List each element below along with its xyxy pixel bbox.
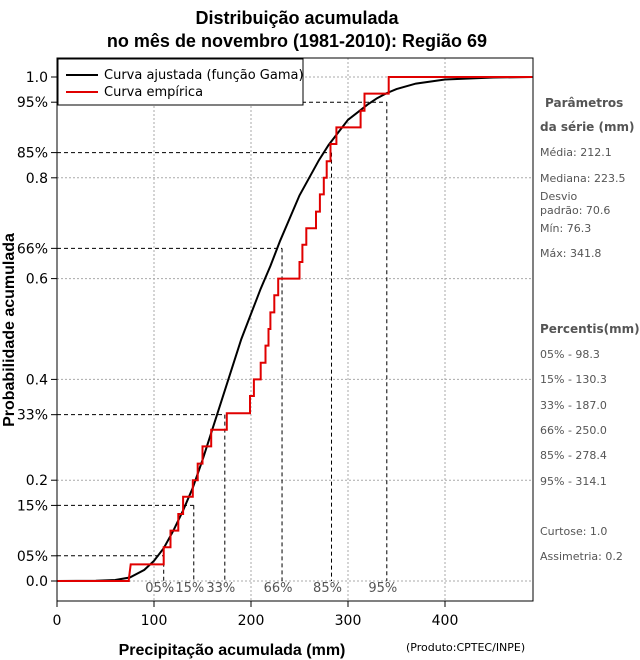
y-tick-label: 1.0 xyxy=(26,70,48,86)
percentis-heading: Percentis(mm) xyxy=(540,322,640,336)
y-percentile-label: 85% xyxy=(17,146,48,162)
x-percentile-label: 66% xyxy=(264,581,293,596)
y-tick-label: 0.0 xyxy=(26,574,48,590)
legend-label-fitted: Curva ajustada (função Gama) xyxy=(104,68,304,83)
x-percentile-label: 95% xyxy=(368,581,397,596)
x-tick-label: 200 xyxy=(238,613,265,629)
stat-kurtosis: Curtose: 1.0 xyxy=(540,525,607,538)
y-tick-label: 0.8 xyxy=(26,171,48,187)
stat-min: Mín: 76.3 xyxy=(540,222,591,235)
pct-95: 95% - 314.1 xyxy=(540,475,607,488)
stat-skewness: Assimetria: 0.2 xyxy=(540,550,623,563)
pct-33: 33% - 187.0 xyxy=(540,399,607,412)
x-tick-label: 100 xyxy=(141,613,168,629)
y-tick-label: 0.4 xyxy=(26,372,48,388)
stat-median: Mediana: 223.5 xyxy=(540,172,625,185)
x-tick-label: 0 xyxy=(53,613,62,629)
chart-title-line1: Distribuição acumulada xyxy=(195,8,399,28)
fitted-curve xyxy=(56,76,533,582)
empirical-curve xyxy=(57,76,533,582)
axis-ticks: 0 100 200 300 4000.00.20.40.60.81.005%15%33%… xyxy=(17,70,458,629)
y-percentile-label: 95% xyxy=(17,95,48,111)
x-percentile-label: 15% xyxy=(175,581,204,596)
legend-label-empirical: Curva empírica xyxy=(104,85,203,100)
stat-std-2: padrão: 70.6 xyxy=(540,204,610,217)
y-percentile-label: 05% xyxy=(17,549,48,565)
legend-box xyxy=(57,58,304,106)
y-tick-label: 0.6 xyxy=(26,272,48,288)
stat-max: Máx: 341.8 xyxy=(540,247,601,260)
pct-66: 66% - 250.0 xyxy=(540,424,607,437)
x-percentile-label: 85% xyxy=(313,581,342,596)
y-percentile-label: 33% xyxy=(17,408,48,424)
series-layer xyxy=(56,76,533,582)
grid xyxy=(56,58,533,601)
y-percentile-label: 66% xyxy=(17,241,48,257)
params-heading-2: da série (mm) xyxy=(540,120,634,134)
chart-title-line2: no mês de novembro (1981-2010): Região 6… xyxy=(107,31,487,51)
product-credit: (Produto:CPTEC/INPE) xyxy=(406,641,525,654)
pct-85: 85% - 278.4 xyxy=(540,449,607,462)
y-axis-label: Probabilidade acumulada xyxy=(1,233,18,427)
stats-panel: Parâmetros da série (mm) Média: 212.1 Me… xyxy=(540,96,640,563)
stat-std-1: Desvio xyxy=(540,190,578,203)
y-tick-label: 0.2 xyxy=(26,473,48,489)
percentile-guides xyxy=(57,101,388,581)
x-percentile-label: 33% xyxy=(206,581,235,596)
pct-15: 15% - 130.3 xyxy=(540,373,607,386)
x-percentile-label: 05% xyxy=(145,581,174,596)
x-tick-label: 400 xyxy=(432,613,459,629)
x-tick-label: 300 xyxy=(335,613,362,629)
y-percentile-label: 15% xyxy=(17,498,48,514)
pct-05: 05% - 98.3 xyxy=(540,348,600,361)
plot-frame xyxy=(56,57,534,602)
stat-mean: Média: 212.1 xyxy=(540,146,612,159)
params-heading-1: Parâmetros xyxy=(545,96,623,110)
x-axis-label: Precipitação acumulada (mm) xyxy=(119,642,346,659)
legend: Curva ajustada (função Gama) Curva empír… xyxy=(57,58,304,106)
